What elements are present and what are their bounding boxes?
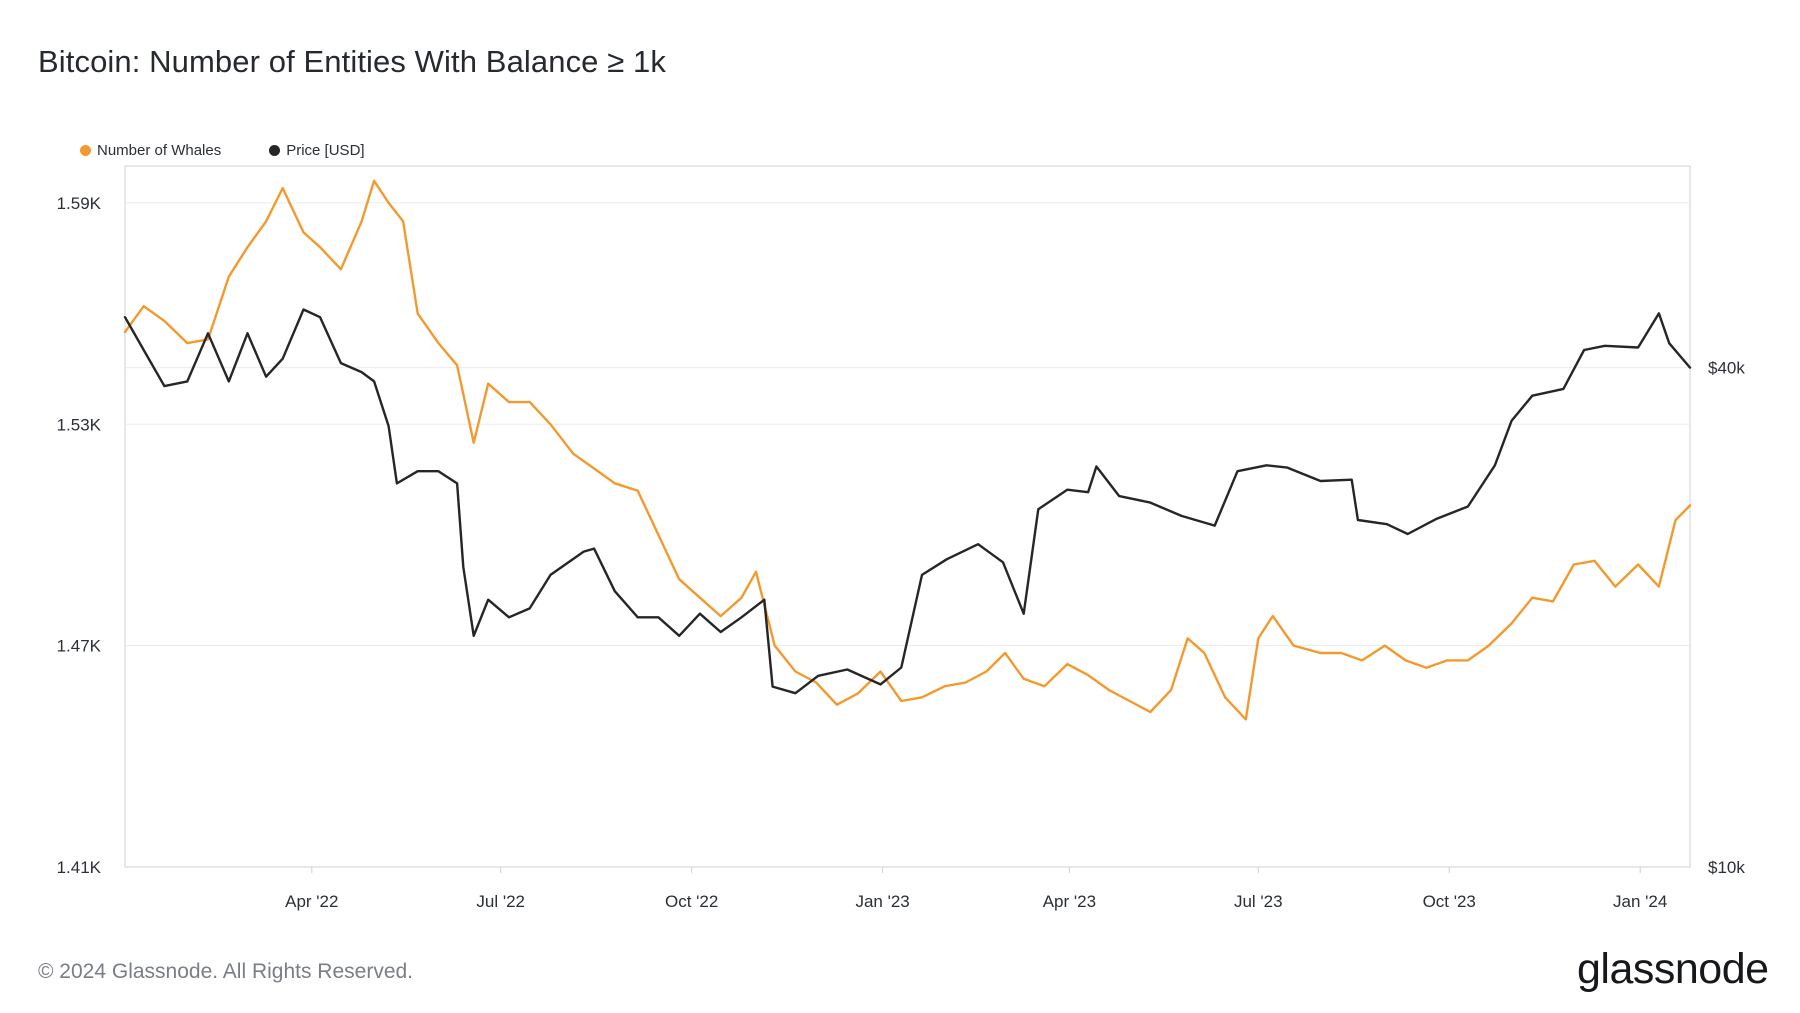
copyright-footer: © 2024 Glassnode. All Rights Reserved.	[38, 960, 414, 983]
x-tick-label: Jan '24	[1613, 892, 1667, 911]
whales-series-line	[123, 179, 1692, 721]
chart-title: Bitcoin: Number of Entities With Balance…	[38, 44, 666, 79]
price-series-line	[123, 308, 1692, 695]
y-right-tick-label: $40k	[1708, 359, 1745, 378]
y-right-tick-label: $10k	[1708, 858, 1745, 877]
legend-label-whales: Number of Whales	[97, 142, 222, 159]
x-tick-label: Oct '22	[665, 892, 718, 911]
chart-legend: Number of Whales Price [USD]	[80, 142, 365, 159]
x-tick-label: Apr '22	[285, 892, 338, 911]
legend-item-whales[interactable]: Number of Whales	[80, 142, 221, 159]
legend-label-price: Price [USD]	[286, 142, 365, 159]
x-tick-label: Jan '23	[855, 892, 909, 911]
plot-frame	[124, 165, 1691, 868]
y-left-tick-label: 1.59K	[57, 194, 102, 213]
y-left-tick-label: 1.47K	[57, 637, 102, 656]
glassnode-logo: glassnode	[1577, 945, 1769, 993]
x-tick-label: Jul '23	[1234, 892, 1283, 911]
x-tick-label: Jul '22	[476, 892, 525, 911]
x-tick-label: Oct '23	[1423, 892, 1476, 911]
legend-dot-price	[269, 145, 281, 156]
legend-item-price[interactable]: Price [USD]	[269, 142, 365, 159]
legend-dot-whales	[80, 145, 91, 156]
x-tick-label: Apr '23	[1043, 892, 1096, 911]
y-left-tick-label: 1.41K	[57, 858, 102, 877]
y-left-tick-label: 1.53K	[57, 415, 102, 434]
